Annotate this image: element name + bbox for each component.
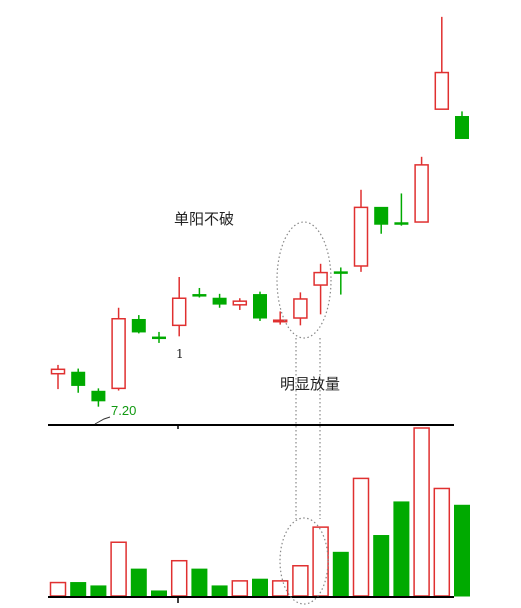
candle-body: [272, 319, 288, 323]
candlestick-1: [50, 364, 66, 390]
annotation-single-yang-label: 单阳不破: [174, 210, 234, 228]
price-candles: [50, 16, 469, 407]
volume-bar-5: [130, 568, 147, 597]
candle-body: [293, 298, 308, 319]
candle-body: [171, 297, 187, 327]
volume-bar-16: [352, 477, 370, 597]
candlestick-18: [394, 193, 409, 226]
candle-body: [91, 390, 106, 402]
candlestick-8: [192, 287, 207, 298]
volume-bar-12: [271, 580, 289, 597]
candlestick-4: [111, 307, 126, 391]
candle-body: [333, 271, 348, 274]
candlestick-17: [374, 206, 389, 234]
candle-body: [394, 222, 409, 225]
candle-body: [414, 164, 429, 223]
candle-body: [374, 206, 389, 225]
candle-body: [232, 300, 248, 306]
volume-bar-20: [433, 487, 451, 597]
volume-bar-13: [292, 565, 309, 597]
volume-bars: [49, 427, 470, 597]
candle-body: [111, 318, 126, 390]
volume-bar-1: [49, 581, 67, 597]
candlestick-2: [71, 368, 86, 393]
volume-bar-18: [393, 501, 410, 597]
candlestick-20: [434, 16, 450, 110]
candle-body: [253, 294, 267, 319]
volume-bar-21: [454, 504, 470, 597]
candlestick-7: [171, 276, 187, 337]
volume-bar-3: [90, 585, 107, 597]
candlestick-6: [152, 331, 166, 343]
candlestick-9: [212, 293, 227, 308]
candlestick-13: [293, 292, 308, 326]
annotation-volume-label: 明显放量: [280, 375, 340, 393]
candlestick-15: [333, 267, 348, 295]
candle-body: [71, 371, 86, 386]
volume-bar-2: [70, 582, 87, 597]
volume-bar-7: [170, 559, 188, 597]
candle-body: [353, 206, 369, 267]
price-level-label: 7.20: [111, 403, 136, 418]
volume-bar-6: [151, 590, 167, 597]
candle-body: [313, 271, 328, 286]
volume-bar-14: [312, 526, 329, 597]
candlestick-5: [131, 315, 146, 334]
volume-bar-15: [332, 551, 349, 597]
volume-bar-4: [110, 541, 127, 597]
candlestick-10: [232, 298, 248, 310]
volume-bar-8: [191, 568, 208, 597]
candlestick-11: [253, 291, 267, 321]
annotation-ellipse-volume: [279, 517, 329, 605]
candlestick-19: [414, 156, 429, 223]
candle-body: [152, 336, 166, 340]
annotation-ellipse-price: [276, 221, 332, 339]
candle-body: [192, 294, 207, 297]
candle-body: [50, 368, 66, 375]
candle-body: [131, 318, 146, 333]
candlestick-16: [353, 189, 369, 272]
volume-bar-10: [231, 580, 249, 597]
marker-label: 1: [176, 347, 184, 361]
candlestick-12: [272, 311, 288, 325]
volume-bar-11: [252, 578, 268, 597]
candlestick-3: [91, 388, 106, 407]
candlestick-14: [313, 263, 328, 315]
volume-bar-9: [211, 585, 228, 597]
volume-bar-19: [413, 427, 430, 597]
candlestick-21: [455, 111, 469, 139]
price-label-pointer: [94, 416, 111, 425]
candle-body: [212, 297, 227, 305]
candle-body: [434, 71, 450, 110]
volume-bar-17: [373, 535, 390, 597]
candle-body: [455, 116, 469, 139]
